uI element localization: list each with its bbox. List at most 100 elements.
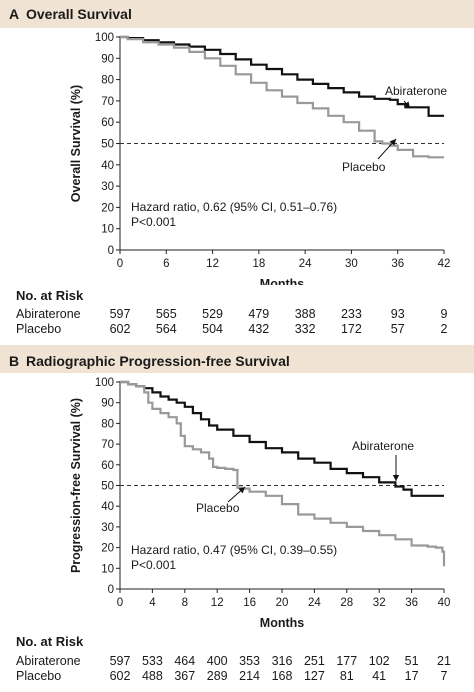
risk-cell: 400 [206, 654, 228, 668]
y-tick-label: 30 [101, 522, 114, 534]
annotation-arrow-head [389, 139, 396, 146]
risk-cell: 367 [174, 669, 196, 683]
p-value-text: P<0.001 [131, 215, 176, 229]
x-tick-label: 24 [308, 597, 321, 609]
y-tick-label: 60 [101, 460, 114, 472]
risk-cell: 81 [339, 669, 354, 683]
panel-header: B Radiographic Progression-free Survival [0, 345, 474, 373]
risk-cell: 214 [239, 669, 261, 683]
y-axis-label: Progression-free Survival (%) [69, 398, 83, 573]
risk-cell: 479 [248, 307, 270, 321]
x-tick-label: 20 [276, 597, 289, 609]
y-tick-label: 80 [101, 75, 114, 87]
risk-cell: 7 [440, 669, 448, 683]
y-tick-label: 20 [101, 543, 114, 555]
y-tick-label: 10 [101, 224, 114, 236]
risk-row-placebo: Placebo 602 488 367 289 214 168 127 81 41 17 7 [16, 669, 466, 685]
p-value-text: P<0.001 [131, 558, 176, 572]
annotation-arrow-head [403, 101, 410, 108]
series-label-placebo: Placebo [342, 160, 386, 174]
risk-cell: 9 [440, 307, 448, 321]
risk-row-placebo: Placebo 602 564 504 432 332 172 57 2 [16, 322, 466, 338]
series-line-placebo [120, 35, 444, 159]
x-axis-label: Months [260, 616, 304, 630]
risk-cell: 168 [271, 669, 293, 683]
risk-row-abiraterone: Abiraterone 597 533 464 400 353 316 251 177 102 51… [16, 654, 466, 670]
y-tick-label: 90 [101, 398, 114, 410]
y-tick-label: 100 [95, 377, 114, 389]
risk-cell: 127 [303, 669, 325, 683]
risk-cell: 102 [368, 654, 390, 668]
risk-cell: 17 [404, 669, 419, 683]
risk-cell: 93 [390, 307, 405, 321]
risk-cell: 177 [336, 654, 358, 668]
risk-cell: 564 [155, 322, 177, 336]
risk-cell: 504 [202, 322, 223, 336]
x-tick-label: 12 [206, 258, 219, 270]
risk-cell: 597 [109, 654, 131, 668]
risk-cell: 533 [141, 654, 163, 668]
y-tick-label: 40 [101, 501, 114, 513]
risk-cell: 51 [404, 654, 419, 668]
y-tick-label: 10 [101, 563, 114, 575]
x-tick-label: 36 [391, 258, 404, 270]
y-tick-label: 60 [101, 117, 114, 129]
series-label-abiraterone: Abiraterone [352, 439, 414, 453]
risk-cell: 353 [239, 654, 261, 668]
series-line-abiraterone [120, 380, 444, 497]
risk-cell: 289 [206, 669, 228, 683]
x-tick-label: 40 [438, 597, 451, 609]
series-label-placebo: Placebo [196, 501, 240, 515]
risk-cell: 233 [340, 307, 362, 321]
risk-cell: 332 [294, 322, 316, 336]
y-tick-label: 0 [108, 584, 114, 596]
panel-title: Overall Survival [26, 6, 132, 22]
x-axis-label: Months [260, 277, 304, 285]
y-tick-label: 50 [101, 139, 114, 151]
risk-row-label: Abiraterone [16, 654, 81, 668]
risk-cell: 316 [271, 654, 293, 668]
y-tick-label: 70 [101, 439, 114, 451]
y-tick-label: 30 [101, 181, 114, 193]
x-tick-label: 30 [345, 258, 358, 270]
x-tick-label: 32 [373, 597, 386, 609]
risk-row-label: Placebo [16, 322, 62, 336]
hazard-ratio-text: Hazard ratio, 0.62 (95% CI, 0.51–0.76) [131, 200, 337, 214]
x-tick-label: 0 [117, 258, 123, 270]
panel-overall-survival: A Overall Survival 0 10 20 30 40 50 60 70 80 90 10… [0, 0, 474, 343]
risk-table-heading: No. at Risk [16, 634, 84, 649]
risk-cell: 464 [174, 654, 196, 668]
y-tick-label: 100 [95, 32, 114, 44]
series-label-abiraterone: Abiraterone [385, 84, 447, 98]
x-tick-label: 4 [149, 597, 156, 609]
risk-cell: 529 [202, 307, 223, 321]
risk-cell: 2 [440, 322, 448, 336]
hazard-ratio-text: Hazard ratio, 0.47 (95% CI, 0.39–0.55) [131, 543, 337, 557]
risk-cell: 602 [109, 669, 131, 683]
y-tick-label: 40 [101, 160, 114, 172]
panel-letter: B [9, 353, 20, 369]
x-tick-label: 12 [211, 597, 224, 609]
progression-free-survival-chart: 0 10 20 30 40 50 60 70 80 90 100 0 4 8 12 16 20 24 28 32 36 4… [69, 377, 451, 630]
x-tick-label: 24 [299, 258, 312, 270]
x-tick-label: 36 [405, 597, 418, 609]
risk-row-label: Placebo [16, 669, 62, 683]
risk-cell: 597 [109, 307, 131, 321]
risk-row-abiraterone: Abiraterone 597 565 529 479 388 233 93 9 [16, 307, 466, 323]
y-tick-label: 70 [101, 96, 114, 108]
y-axis-label: Overall Survival (%) [69, 85, 83, 202]
risk-row-label: Abiraterone [16, 307, 81, 321]
y-tick-label: 90 [101, 53, 114, 65]
panel-header: A Overall Survival [0, 0, 474, 28]
annotation-arrow-head [392, 475, 400, 481]
x-tick-label: 28 [340, 597, 353, 609]
risk-cell: 21 [437, 654, 451, 668]
risk-cell: 432 [248, 322, 270, 336]
x-tick-label: 6 [163, 258, 169, 270]
risk-cell: 172 [340, 322, 362, 336]
panel-title: Radiographic Progression-free Survival [26, 353, 290, 369]
annotation-arrow-head [238, 487, 245, 494]
risk-table-heading: No. at Risk [16, 288, 84, 303]
panel-progression-free-survival: B Radiographic Progression-free Survival… [0, 345, 474, 692]
risk-cell: 565 [155, 307, 177, 321]
